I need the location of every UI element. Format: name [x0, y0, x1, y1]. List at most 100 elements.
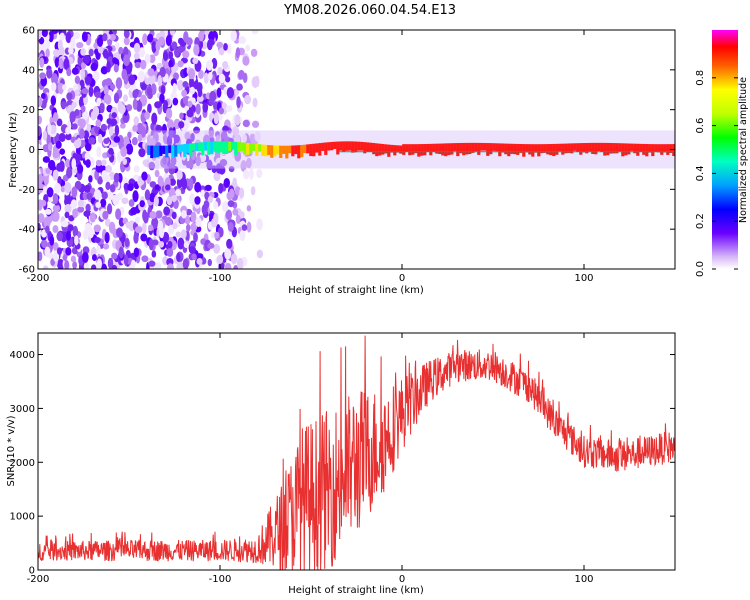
- spectrogram-cell: [91, 264, 97, 269]
- spectrogram-cell: [137, 133, 143, 143]
- spectrogram-cell: [177, 60, 184, 68]
- spectrogram-cell: [234, 114, 241, 126]
- spectrogram-cell: [137, 175, 143, 188]
- spectrogram-cell: [177, 237, 185, 250]
- signal-cell: [360, 141, 364, 150]
- spectrogram-cell: [83, 210, 91, 217]
- signal-cell: [426, 143, 430, 152]
- signal-cell: [336, 141, 340, 155]
- spectrogram-cell: [242, 133, 248, 143]
- spectrogram-cell: [85, 203, 91, 213]
- signal-cell: [171, 145, 175, 158]
- spectrogram-cell: [168, 224, 174, 235]
- spectrogram-cell: [78, 96, 85, 108]
- spectrogram-cell: [104, 218, 111, 227]
- signal-cell: [369, 142, 373, 152]
- spectrogram-cell: [178, 121, 185, 129]
- spectrogram-cell: [206, 39, 213, 51]
- spectrogram-cell: [115, 77, 123, 90]
- spectrogram-cell: [148, 260, 156, 267]
- spectrogram-cell: [38, 213, 45, 224]
- spectrogram-cell: [225, 76, 231, 83]
- signal-cell: [153, 145, 157, 158]
- spectrogram-cell: [199, 30, 205, 36]
- spectrogram-cell: [64, 181, 72, 194]
- spectrogram-cell: [194, 182, 202, 193]
- spectrogram-cell: [97, 176, 103, 185]
- signal-cell: [474, 142, 478, 152]
- spectrogram-cell: [185, 161, 191, 169]
- spectrogram-cell: [41, 43, 47, 52]
- signal-cell: [303, 144, 307, 154]
- spectrogram-cell: [252, 97, 258, 108]
- spectrogram-cell: [94, 237, 101, 244]
- spectrogram-cell: [171, 211, 177, 220]
- spectrogram-cell: [65, 158, 71, 169]
- spectrogram-cell: [83, 130, 90, 140]
- spectrogram-cell: [246, 157, 252, 169]
- spectrogram-cell: [94, 91, 102, 98]
- spectrogram-cell: [125, 221, 132, 229]
- spectrogram-cell: [226, 87, 235, 99]
- spectrogram-cell: [134, 226, 143, 234]
- spectrogram-cell: [202, 102, 209, 113]
- spectrogram-cell: [203, 72, 209, 84]
- spectrogram-cell: [104, 174, 111, 182]
- spectrogram-cell: [70, 199, 77, 210]
- spectrogram-cell: [96, 245, 101, 254]
- spectrogram-cell: [60, 185, 66, 193]
- spectrogram-cell: [128, 199, 135, 207]
- spectrogram-cell: [111, 264, 118, 269]
- signal-cell: [252, 143, 256, 151]
- spectrogram-cell: [48, 30, 54, 43]
- signal-cell: [276, 145, 280, 155]
- spectrogram-cell: [150, 83, 157, 95]
- spectrogram-cell: [113, 172, 120, 183]
- spectrogram-cell: [180, 229, 187, 239]
- x-tick-label: -100: [209, 273, 232, 284]
- spectrogram-cell: [213, 201, 219, 210]
- spectrogram-cell: [211, 165, 217, 174]
- signal-cell: [210, 141, 214, 155]
- spectrogram-cell: [219, 158, 228, 167]
- spectrogram-cell: [146, 86, 153, 97]
- signal-cell: [654, 144, 658, 152]
- spectrogram-cell: [70, 36, 76, 49]
- spectrogram-cell: [151, 250, 157, 258]
- spectrogram-cell: [52, 225, 59, 234]
- spectrogram-cell: [165, 184, 171, 191]
- spectrogram-cell: [42, 130, 48, 141]
- spectrogram-cell: [72, 225, 79, 238]
- spectrogram-cell: [79, 128, 85, 139]
- spectrogram-cell: [81, 88, 89, 95]
- spectrogram-cell: [115, 227, 123, 238]
- spectrogram-cell: [52, 112, 59, 123]
- signal-cell: [165, 145, 169, 158]
- spectrogram-cell: [108, 33, 116, 41]
- colorbar-gradient: [712, 30, 738, 269]
- spectrogram-cell: [240, 160, 247, 172]
- signal-cell: [219, 141, 223, 153]
- spectrogram-cell: [113, 63, 119, 73]
- spectrogram-cell: [117, 192, 124, 200]
- spectrogram-cell: [241, 224, 248, 231]
- spectrogram-cell: [242, 119, 250, 128]
- spectrogram-cell: [251, 120, 260, 128]
- signal-cell: [501, 143, 505, 153]
- spectrogram-cell: [58, 57, 64, 70]
- signal-cell: [324, 142, 328, 155]
- spectrogram-cell: [184, 131, 191, 141]
- spectrogram-cell: [149, 181, 157, 188]
- spectrogram-cell: [157, 75, 163, 87]
- spectrogram-cell: [40, 199, 47, 207]
- spectrogram-cell: [90, 110, 97, 121]
- signal-cell: [282, 145, 286, 154]
- spectrogram-cell: [176, 177, 183, 189]
- spectrogram-cell: [200, 189, 206, 197]
- spectrogram-xlabel: Height of straight line (km): [288, 285, 424, 296]
- spectrogram-cell: [45, 48, 50, 58]
- spectrogram-cell: [48, 159, 56, 171]
- spectrogram-cell: [44, 246, 51, 258]
- signal-cell: [300, 144, 304, 158]
